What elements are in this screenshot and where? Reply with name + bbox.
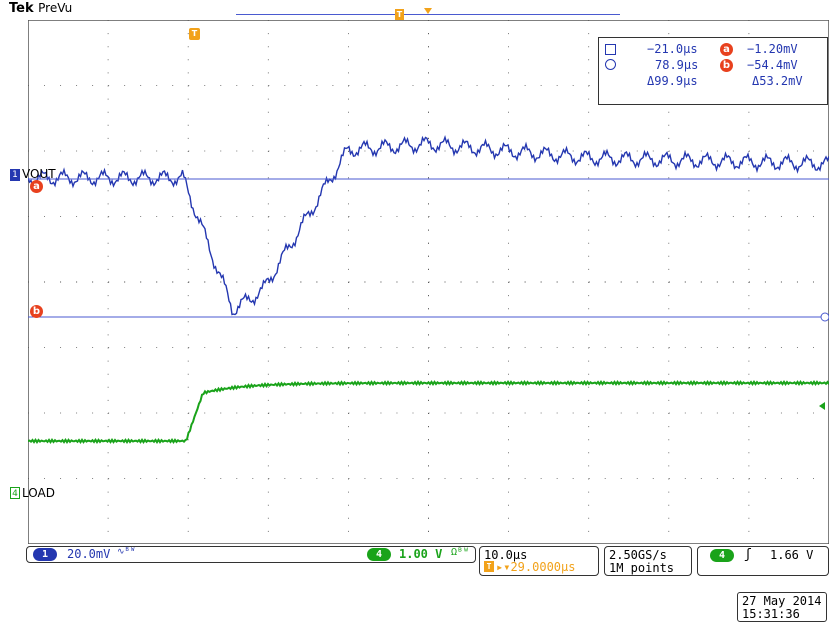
time: 15:31:36 [742, 607, 800, 621]
trigger-slope-icon: ʃ [744, 547, 752, 562]
ch4-scale: 1.00 V [399, 547, 443, 561]
brand-label: Tek PreVu [9, 1, 72, 16]
timebase-value: 10.0μs [484, 548, 528, 562]
ch4-coupling-icon: Ωᴮᵂ [451, 547, 470, 558]
datetime-stamp: 27 May 2014 15:31:36 [737, 592, 827, 622]
trigger-marker-icon: T [189, 28, 200, 40]
load-waveform [28, 379, 829, 445]
acquisition-panel[interactable]: 2.50GS/s 1M points [604, 546, 692, 576]
sample-rate: 2.50GS/s [609, 548, 667, 562]
trigger-position-value: ▸▾29.0000μs [496, 560, 576, 574]
cursor-a-volt: −1.20mV [747, 42, 798, 56]
ch4-label: LOAD [22, 486, 55, 500]
ch4-scale-badge-icon: 4 [367, 548, 391, 561]
brand-name: Tek [9, 1, 34, 16]
trigger-offset-icon: T [484, 561, 494, 572]
cursor-b-readout-badge-icon: b [720, 59, 733, 72]
record-position-bar[interactable] [236, 14, 620, 15]
ch1-scale-badge-icon: 1 [33, 548, 57, 561]
cursor-b-time: 78.9μs [655, 58, 699, 72]
cursor-delta-time: Δ99.9μs [647, 74, 698, 88]
waveform-display[interactable] [28, 20, 829, 544]
vout-waveform [28, 135, 829, 316]
cursor-b-volt: −54.4mV [747, 58, 798, 72]
cursor-delta-volt: Δ53.2mV [752, 74, 803, 88]
cursor-b-badge-icon: b [30, 305, 43, 318]
trigger-source-badge-icon: 4 [710, 549, 734, 562]
cursor-readout-panel: −21.0μs 78.9μs Δ99.9μs a b −1.20mV −54.4… [598, 37, 828, 105]
date: 27 May 2014 [742, 594, 822, 608]
cursor-b-handle[interactable] [820, 312, 829, 322]
cursor-a-readout-badge-icon: a [720, 43, 733, 56]
channel-scale-bar[interactable]: 1 20.0mV ∿ᴮᵂ 4 1.00 V Ωᴮᵂ [26, 546, 476, 563]
timebase-panel[interactable]: 10.0μs T ▸▾29.0000μs [479, 546, 599, 576]
record-trigger-marker: T [395, 9, 404, 20]
cursor-b-circle-icon [605, 59, 616, 70]
ch1-bandwidth-icon: ∿ᴮᵂ [117, 547, 136, 557]
trigger-level-arrow-icon[interactable] [819, 402, 825, 410]
ch1-scale: 20.0mV [67, 547, 111, 561]
cursor-a-time: −21.0μs [647, 42, 698, 56]
ch4-indicator-icon[interactable]: 4 [10, 487, 20, 499]
trigger-position-arrow-icon[interactable] [424, 8, 432, 14]
trigger-panel[interactable]: 4 ʃ 1.66 V [697, 546, 829, 576]
acquisition-mode: PreVu [38, 1, 73, 15]
ch1-indicator-icon[interactable]: 1 [10, 169, 20, 181]
ch1-label: VOUT [22, 167, 56, 181]
graticule [28, 20, 829, 544]
cursor-a-badge-icon: a [30, 180, 43, 193]
trigger-level: 1.66 V [770, 548, 814, 562]
cursor-a-square-icon [605, 44, 616, 55]
record-length: 1M points [609, 561, 675, 575]
